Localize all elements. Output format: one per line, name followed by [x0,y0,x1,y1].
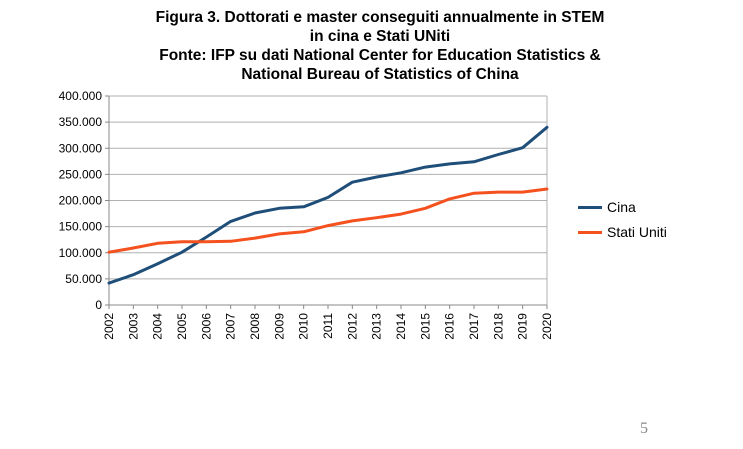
y-tick-label: 0 [95,298,102,312]
y-tick-label: 150.000 [59,220,103,234]
x-tick-label: 2005 [175,313,189,340]
legend-item-stati-uniti: Stati Uniti [578,221,667,243]
x-tick-label: 2017 [467,313,481,340]
x-tick-label: 2003 [126,313,140,340]
x-tick-label: 2006 [199,313,213,340]
legend-item-cina: Cina [578,196,667,218]
y-tick-label: 250.000 [59,167,103,181]
page-number: 5 [640,420,648,437]
legend-swatch-stati-uniti [578,230,602,234]
x-tick-label: 2009 [272,313,286,340]
x-tick-label: 2018 [491,313,505,340]
y-tick-label: 300.000 [59,141,103,155]
chart-title-line-2: in cina e Stati UNiti [309,28,451,45]
y-tick-label: 350.000 [59,115,103,129]
x-tick-label: 2014 [394,313,408,340]
series-line-stati-uniti [107,187,549,254]
y-tick-label: 100.000 [59,246,103,260]
legend-label-stati-uniti: Stati Uniti [607,224,667,240]
x-tick-label: 2016 [443,313,457,340]
chart-title-line-1: Figura 3. Dottorati e master conseguiti … [155,9,605,26]
x-tick-label: 2008 [248,313,262,340]
legend-swatch-cina [578,205,602,209]
x-tick-label: 2013 [370,313,384,340]
x-tick-label: 2015 [418,313,432,340]
x-tick-label: 2007 [224,313,238,340]
chart-legend: Cina Stati Uniti [578,196,667,246]
series-line-cina [107,125,549,285]
chart-title-line-4: National Bureau of Statistics of China [241,66,519,83]
x-tick-label: 2010 [297,313,311,340]
x-tick-label: 2020 [540,313,554,340]
chart-title: Figura 3. Dottorati e master conseguiti … [60,8,700,84]
legend-label-cina: Cina [607,199,636,215]
y-tick-label: 200.000 [59,194,103,208]
x-tick-label: 2004 [151,313,165,340]
y-tick-label: 50.000 [65,272,102,286]
x-tick-label: 2019 [516,313,530,340]
x-tick-label: 2011 [321,313,335,339]
x-tick-label: 2012 [345,313,359,340]
chart-title-line-3: Fonte: IFP su dati National Center for E… [159,47,601,64]
x-tick-label: 2002 [102,313,116,340]
y-tick-label: 400.000 [59,89,103,103]
